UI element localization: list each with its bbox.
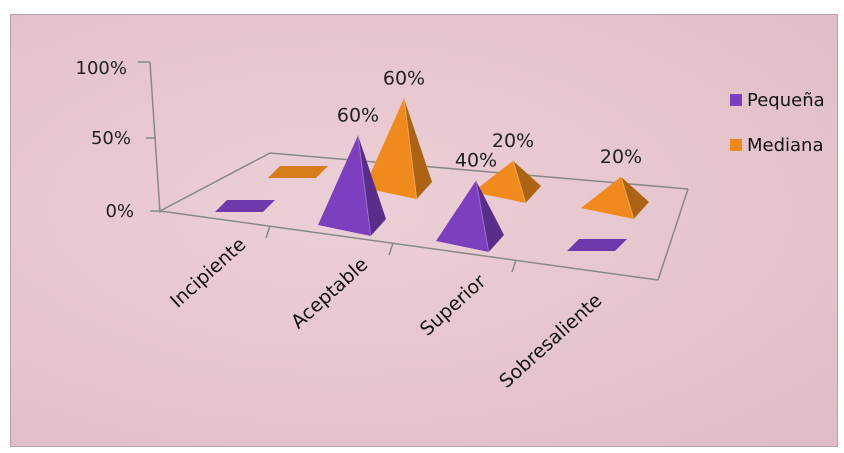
bar-mark — [436, 180, 504, 253]
x-tick — [511, 259, 517, 273]
data-label: 20% — [600, 146, 642, 168]
legend: Pequeña Mediana — [730, 90, 825, 156]
data-label: 20% — [492, 130, 534, 152]
legend-label: Mediana — [747, 135, 824, 156]
floor-right-line — [657, 188, 689, 281]
y-tick-labels: 0% 50% 100% — [76, 58, 134, 222]
x-tick — [388, 242, 394, 256]
y-tick-label: 100% — [76, 58, 127, 79]
bar-mark — [215, 200, 275, 212]
bar-mark — [581, 176, 649, 220]
chart-area — [10, 14, 838, 447]
x-tick-label: Superior — [416, 270, 491, 340]
bar-mark — [567, 239, 627, 251]
y-tick-label: 0% — [105, 201, 134, 222]
bar-mark — [473, 160, 541, 204]
legend-label: Pequeña — [747, 90, 825, 111]
data-label: 60% — [383, 67, 425, 89]
x-tick-label: Incipiente — [166, 233, 250, 312]
y-tick-label: 50% — [91, 128, 131, 149]
floor-back-line — [159, 152, 271, 212]
data-label: 60% — [337, 104, 379, 126]
category-labels: Incipiente Aceptable Superior Sobresaliente — [166, 233, 606, 392]
x-tick-label: Aceptable — [287, 253, 372, 333]
legend-swatch — [730, 139, 742, 151]
bar-mark — [364, 98, 432, 200]
legend-swatch — [730, 94, 742, 106]
data-label: 40% — [455, 150, 497, 172]
bar-mark — [268, 166, 328, 178]
data-labels: 60% 20% 20% 60% 40% — [337, 67, 642, 171]
x-tick-label: Sobresaliente — [495, 289, 606, 392]
bar-mark — [318, 135, 386, 237]
chart-marks — [215, 98, 649, 253]
x-axis-line — [159, 210, 659, 281]
x-tick — [265, 225, 271, 239]
